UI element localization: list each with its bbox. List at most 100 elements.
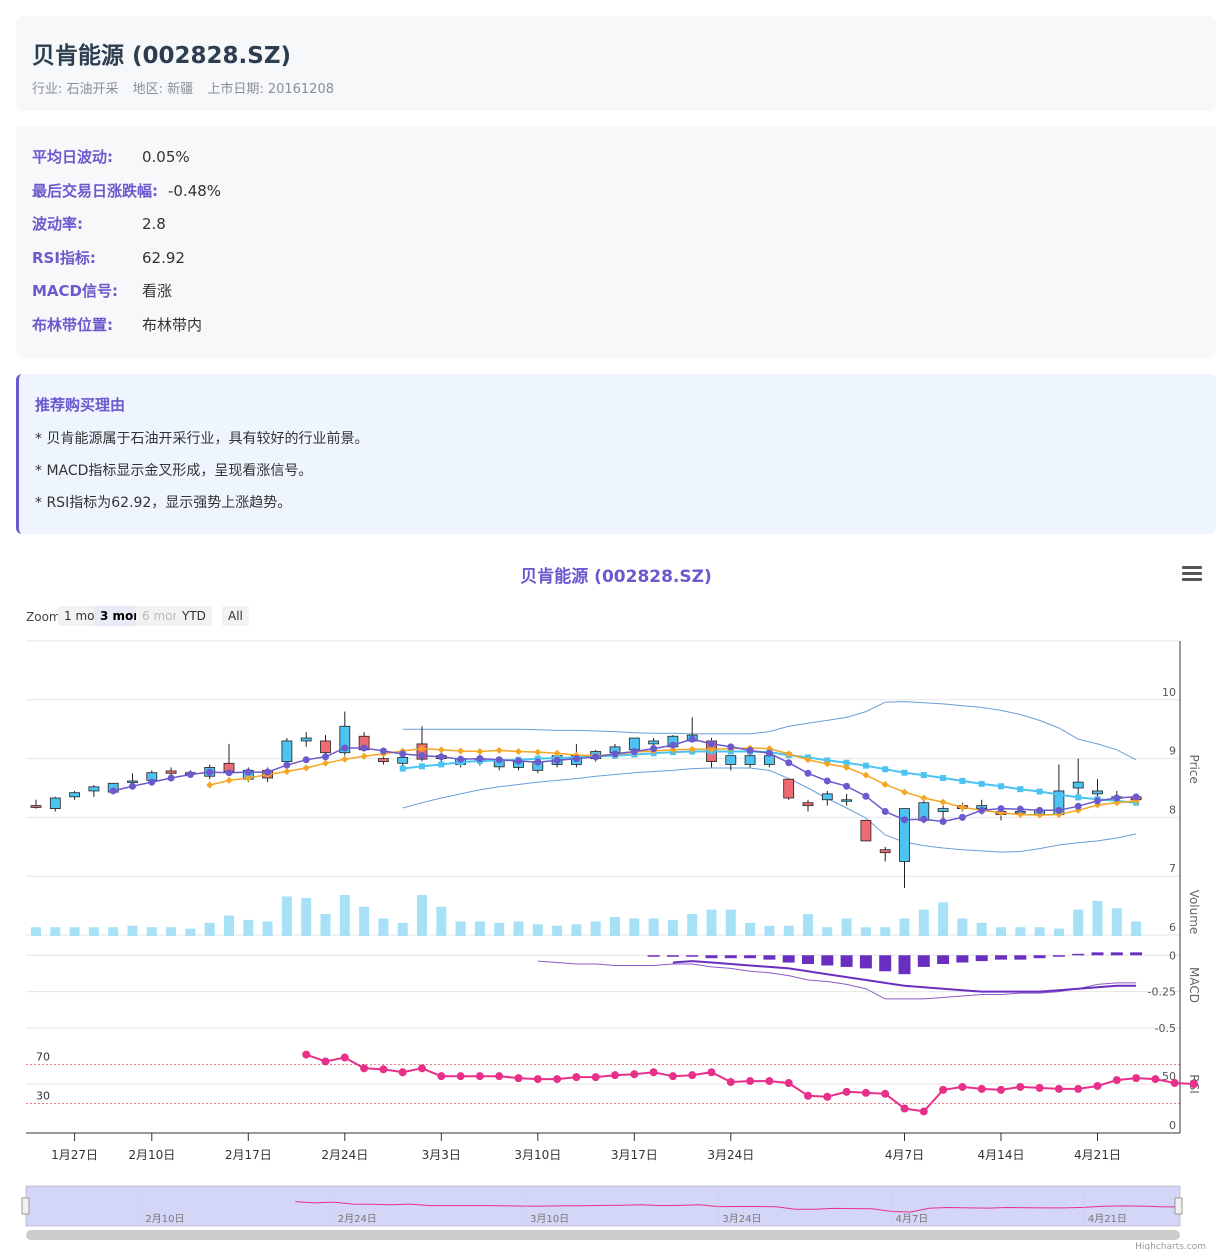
ma-long-point	[920, 815, 928, 823]
ma-short-point	[553, 749, 561, 757]
candle-body	[783, 778, 795, 799]
navigator-tick-label: 3月10日	[530, 1213, 569, 1225]
ma-mid-point	[901, 769, 908, 776]
ma-long-point	[843, 782, 851, 790]
zoom-ytd-button[interactable]: YTD	[176, 606, 212, 626]
navigator-window	[25, 1185, 1181, 1227]
bollinger-upper-line	[402, 701, 1137, 761]
ma-long-point	[978, 806, 986, 814]
rsi-point	[1132, 1074, 1141, 1083]
stock-title: 贝肯能源 (002828.SZ)	[32, 43, 292, 69]
ma-short-point	[920, 794, 928, 802]
ma-mid-point	[1075, 794, 1082, 801]
rsi-band-label: 70	[36, 1050, 50, 1063]
ma-long-point	[360, 744, 368, 752]
volume-bar	[339, 895, 350, 936]
x-tick-label: 3月3日	[422, 1148, 461, 1162]
candle-body	[725, 755, 737, 765]
volume-bar	[378, 918, 389, 936]
candle-body	[1092, 790, 1103, 795]
rsi-point	[707, 1068, 716, 1077]
rsi-point	[1190, 1080, 1198, 1088]
rsi-point	[919, 1107, 928, 1116]
rsi-point	[1074, 1084, 1083, 1093]
x-tick-label: 4月14日	[978, 1148, 1025, 1162]
macd-histogram-bar	[859, 955, 872, 969]
ma-long-point	[457, 755, 465, 763]
candle-body	[821, 793, 833, 801]
ma-short-point	[823, 760, 831, 768]
volume-bar	[1015, 927, 1026, 936]
rsi-point	[784, 1079, 793, 1088]
volume-bar	[783, 925, 794, 936]
candle-body	[377, 758, 389, 762]
candle-body	[1072, 781, 1084, 789]
ma-short-point	[206, 781, 214, 789]
ma-mid-point	[862, 762, 869, 769]
rsi-band-label: 30	[36, 1090, 50, 1103]
volume-bar	[69, 927, 80, 936]
macd-histogram-bar	[1072, 953, 1085, 956]
buy-reasons-title: 推荐购买理由	[35, 396, 126, 414]
volume-bar	[88, 927, 99, 936]
metric-label: MACD信号:	[32, 282, 118, 300]
rsi-point	[1035, 1083, 1044, 1092]
volume-bar	[436, 906, 447, 936]
ma-mid-point	[534, 755, 541, 762]
candle-body	[648, 740, 659, 745]
volume-bar	[301, 897, 312, 936]
ma-long-point	[669, 741, 677, 749]
macd-histogram-bar	[995, 955, 1007, 960]
volume-bar	[108, 927, 119, 936]
ma-long-point	[244, 768, 252, 776]
volume-bar	[725, 909, 736, 936]
rsi-point	[939, 1085, 948, 1094]
rsi-point	[977, 1084, 986, 1093]
bollinger-lower-line	[402, 767, 1137, 853]
ma-long-point	[785, 759, 793, 767]
candle-body	[879, 849, 891, 854]
ma-short-point	[457, 747, 465, 755]
candle-body	[937, 808, 949, 812]
macd-histogram-bar	[1014, 955, 1027, 960]
volume-bar	[513, 921, 524, 936]
volume-bar	[1111, 908, 1122, 936]
volume-bar	[996, 927, 1006, 936]
price-tick-label: 10	[1162, 686, 1176, 699]
metric-value: 2.8	[142, 215, 166, 233]
x-tick-label: 4月21日	[1074, 1148, 1121, 1162]
volume-bar	[648, 918, 659, 936]
x-tick-label: 1月27日	[51, 1148, 98, 1162]
navigator-tick-label: 4月7日	[896, 1213, 929, 1225]
ma-short-point	[418, 745, 426, 753]
metric-bollinger-position: 布林带位置: 布林带内	[32, 314, 202, 335]
volume-bar	[552, 925, 563, 936]
navigator-tick-label: 4月21日	[1088, 1213, 1127, 1225]
ma-long-point	[592, 753, 600, 761]
macd-histogram-bar	[802, 955, 814, 964]
volume-bar	[494, 922, 505, 936]
zoom-all-button[interactable]: All	[222, 606, 249, 626]
stock-chart[interactable]: 贝肯能源 (002828.SZ) Zoom 1 month 3 month 6 …	[16, 550, 1216, 1250]
macd-tick-label: -0.5	[1155, 1022, 1176, 1035]
ma-long-point	[206, 768, 214, 776]
chart-canvas[interactable]: 6789100-0.25-0.50507030PriceVolumeMACDRS…	[16, 550, 1216, 1250]
navigator-handle-left	[21, 1197, 30, 1215]
macd-histogram-bar	[782, 955, 795, 963]
rsi-point	[495, 1072, 504, 1081]
buy-reasons-card: 推荐购买理由 * 贝肯能源属于石油开采行业，具有较好的行业前景。 * MACD指…	[16, 374, 1216, 534]
region-text: 地区: 新疆	[132, 82, 194, 97]
volume-bar	[938, 902, 949, 936]
ma-short-point	[939, 798, 947, 806]
navigator-handle-right	[1174, 1197, 1183, 1215]
macd-histogram-bar	[1033, 955, 1046, 959]
ma-long-point	[727, 743, 735, 751]
hamburger-menu-icon[interactable]	[1182, 566, 1202, 582]
ma-long-point	[399, 750, 407, 758]
ma-short-point	[804, 756, 812, 764]
ma-long-point	[515, 757, 522, 765]
rsi-point	[572, 1073, 581, 1082]
axis-title-macd: MACD	[1187, 967, 1201, 1003]
ma-long-point	[688, 735, 696, 743]
rsi-point	[1170, 1079, 1179, 1088]
